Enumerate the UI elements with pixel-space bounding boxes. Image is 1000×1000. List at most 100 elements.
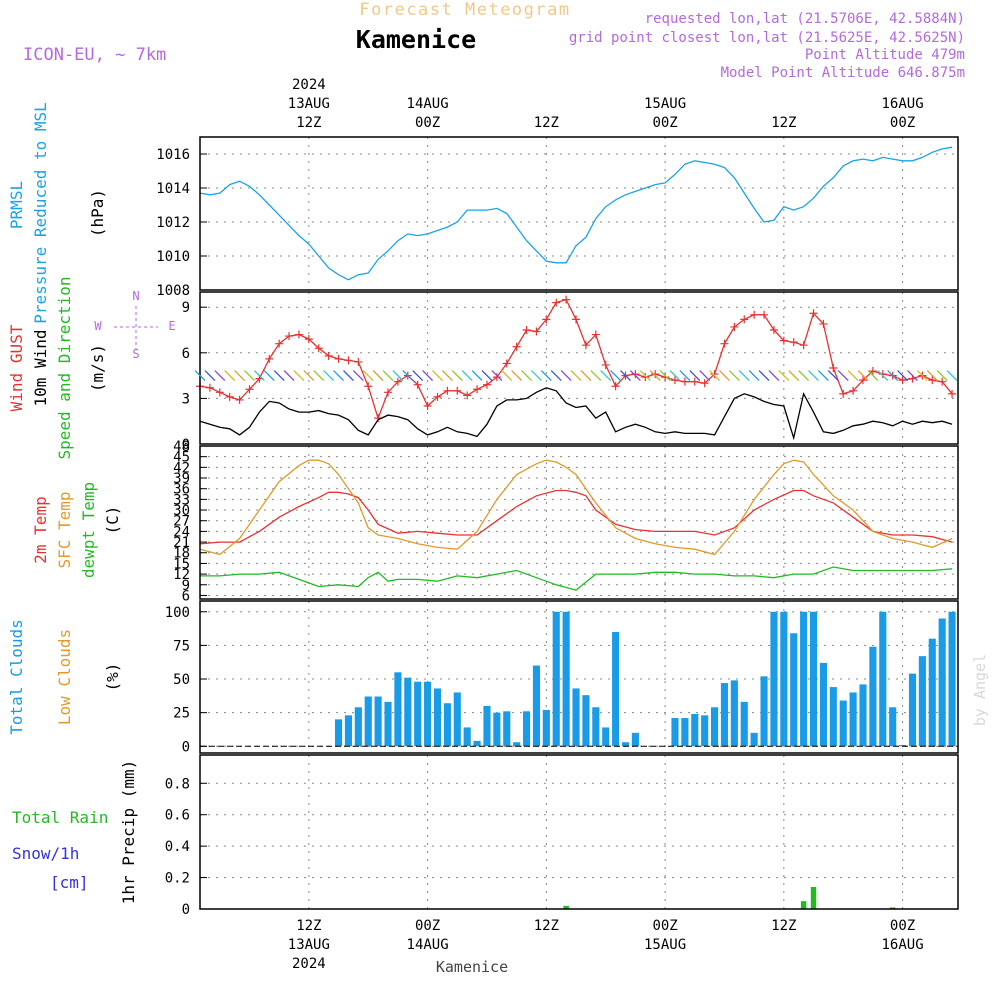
wind-arrow — [234, 370, 246, 382]
wind-arrow — [580, 370, 592, 382]
location-title: Kamenice — [356, 25, 476, 54]
bar — [800, 901, 807, 909]
y-tick-label: 0.2 — [165, 871, 190, 887]
gust-marker — [364, 382, 373, 391]
y-tick-label: 24 — [173, 524, 190, 540]
y-tick-label: 50 — [173, 672, 190, 688]
bar — [770, 611, 778, 747]
wind-arrow — [620, 370, 631, 382]
wind-arrow — [907, 370, 918, 382]
y-tick-label: 48 — [173, 439, 190, 455]
gust-marker — [393, 377, 402, 386]
bar — [908, 673, 917, 747]
bar — [414, 681, 422, 747]
gust-marker — [324, 351, 333, 360]
low-clouds-label: Low Clouds — [55, 629, 74, 725]
bar — [790, 633, 798, 747]
wind-arrow — [441, 370, 453, 382]
wind-arrow — [936, 370, 948, 382]
wind-arrow — [392, 370, 404, 382]
bar — [612, 631, 620, 747]
gust-marker — [443, 386, 452, 395]
gust-marker — [285, 332, 294, 341]
gust-marker — [463, 391, 472, 400]
gust-marker — [205, 383, 214, 392]
gust-marker — [601, 360, 610, 369]
bar — [889, 907, 896, 909]
y-tick-label: 0.8 — [165, 776, 190, 792]
gust-marker — [938, 377, 947, 386]
wind-arrow — [926, 370, 938, 382]
bar — [750, 732, 758, 747]
wind-arrow — [303, 370, 315, 382]
panel-frame — [199, 754, 959, 910]
wind-arrow — [491, 370, 503, 382]
wind-arrow — [530, 370, 542, 382]
wind-arrow — [511, 370, 523, 382]
bar — [572, 688, 580, 747]
bar — [374, 696, 382, 747]
gust-marker — [532, 327, 541, 336]
bar — [384, 701, 392, 747]
bar — [928, 638, 936, 747]
wind-arrow — [738, 370, 750, 382]
time-label-top: 00Z — [415, 115, 440, 131]
gust-marker — [809, 309, 818, 318]
bar — [631, 732, 639, 747]
wind-arrow — [402, 370, 414, 382]
sfc-temp-label: SFC Temp — [55, 491, 74, 568]
time-label-bottom: 00Z — [415, 918, 440, 934]
wind-arrow — [481, 370, 493, 382]
wind-arrow — [669, 370, 681, 382]
time-label-bottom: 12Z — [771, 918, 796, 934]
wind-arrow — [283, 370, 295, 382]
bar — [691, 713, 699, 747]
gust-marker — [235, 395, 244, 404]
time-label-bottom: 00Z — [890, 918, 915, 934]
temp-unit: (C) — [103, 506, 122, 535]
series-line — [199, 146, 953, 281]
wind-arrow — [827, 370, 839, 382]
gust-marker — [423, 402, 432, 410]
wind-arrow — [639, 370, 651, 382]
time-label-top: 15AUG — [644, 96, 686, 112]
gust-marker — [661, 373, 670, 382]
y-tick-label: 27 — [173, 514, 190, 530]
bar — [463, 727, 471, 747]
time-label-bottom: 12Z — [296, 918, 321, 934]
gust-marker — [710, 370, 719, 379]
wind-arrow — [333, 370, 344, 382]
gust-marker — [750, 310, 759, 319]
y-tick-label: 42 — [173, 460, 190, 476]
gust-marker — [928, 376, 937, 385]
wind-arrow — [540, 370, 552, 382]
gust-marker — [275, 339, 284, 348]
wind-arrow — [679, 370, 691, 382]
gust-marker — [502, 359, 511, 368]
wind-arrow — [412, 370, 424, 382]
bar — [849, 692, 857, 747]
wind-arrow — [916, 370, 928, 382]
y-tick-label: 6 — [182, 588, 190, 604]
wind-arrow — [432, 370, 443, 382]
y-tick-label: 33 — [173, 492, 190, 508]
gust-marker — [680, 377, 689, 386]
bar — [563, 905, 569, 909]
time-label-top: 13AUG — [288, 96, 330, 112]
gridpoint-coords: grid point closest lon,lat (21.5625E, 42… — [569, 30, 965, 46]
gust-marker — [492, 373, 501, 382]
gust-marker — [849, 386, 858, 395]
time-label-bottom: 00Z — [652, 918, 677, 934]
time-label-bottom: 14AUG — [407, 937, 449, 953]
y-tick-label: 75 — [173, 638, 190, 654]
temp-label: 2m Temp — [31, 496, 50, 563]
gust-marker — [789, 338, 798, 347]
bar — [513, 742, 521, 747]
wind-arrow — [194, 370, 206, 382]
gust-marker — [572, 315, 581, 324]
wind-arrow — [748, 370, 760, 382]
wind-arrow — [719, 370, 730, 382]
gust-marker — [760, 310, 769, 319]
gust-marker — [730, 322, 739, 331]
wind-arrow — [590, 370, 602, 382]
